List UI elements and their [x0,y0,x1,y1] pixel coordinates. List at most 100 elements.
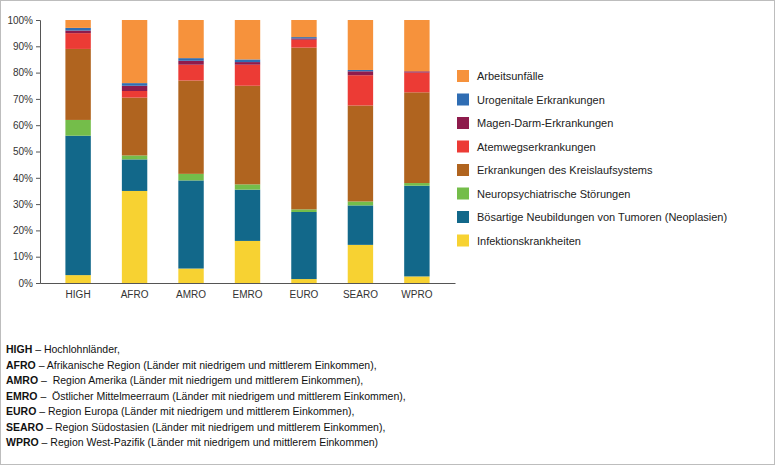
tick-mark [36,125,40,126]
bar [348,105,373,201]
note-abbr: EURO [6,405,36,417]
tick-mark [36,283,40,284]
tick: 40% [13,173,40,184]
tick-label: 80% [13,67,33,78]
note-abbr: EMRO [6,390,38,402]
tick-label: 40% [13,173,33,184]
tick-mark [36,178,40,179]
tick-mark [36,230,40,231]
bar [235,190,260,241]
bar [348,205,373,244]
bar [65,28,90,31]
bar [404,183,429,186]
series [65,28,373,86]
tick: AFRO [121,283,149,300]
note-abbr: HIGH [6,343,32,355]
legend-swatch [457,164,469,176]
bar [291,38,316,39]
legend-label: Urogenitale Erkrankungen [477,94,605,106]
legend-label: Infektionskrankheiten [477,235,581,247]
bar [291,37,316,38]
tick: 10% [13,251,40,262]
bar [404,20,429,71]
tick: HIGH [66,283,91,300]
note-abbr: SEARO [6,421,43,433]
note-text: – Region Südostasien (Länder mit niedrig… [43,421,385,433]
note: HIGH – Hochlohnländer, [6,343,120,355]
bar [348,20,373,70]
legend-swatch [457,211,469,223]
bar [122,155,147,159]
legend-label: Erkrankungen des Kreislaufsystems [477,164,653,176]
bar [404,186,429,277]
tick: 50% [13,146,40,157]
legend-swatch [457,141,469,153]
note: AFRO – Afrikanische Region (Länder mit n… [6,359,377,371]
tick: 20% [13,225,40,236]
legend-label: Magen-Darm-Erkrankungen [477,117,613,129]
x-axis: HIGHAFROAMROEMROEUROSEAROWPRO [41,283,456,300]
bar [122,98,147,156]
legend-label: Arbeitsunfälle [477,70,544,82]
bar [291,279,316,283]
bar [65,136,90,275]
bar [122,191,147,283]
bar [122,159,147,191]
tick: 70% [13,94,40,105]
note-text: – Region West-Pazifik (Länder mit niedri… [39,436,378,448]
note-text: – Afrikanische Region (Länder mit niedri… [36,359,377,371]
tick-label: SEARO [343,289,378,300]
bar [178,174,203,181]
note: WPRO – Region West-Pazifik (Länder mit n… [6,436,378,448]
tick-mark [36,204,40,205]
bar [65,31,90,34]
bar [348,70,373,71]
bar [122,86,147,91]
bar [178,58,203,61]
tick: EMRO [233,283,263,300]
bar [178,65,203,81]
tick: 100% [7,15,40,26]
tick-mark [36,20,40,21]
tick: 80% [13,67,40,78]
axis-line [41,283,456,284]
legend-swatch [457,117,469,129]
bar [122,91,147,98]
series [65,20,429,83]
tick-label: WPRO [401,289,432,300]
note: EURO – Region Europa (Länder mit niedrig… [6,405,354,417]
note-abbr: AFRO [6,359,36,371]
bar [291,40,316,48]
bar [122,20,147,83]
tick-label: AFRO [121,289,149,300]
bar [235,62,260,65]
note: EMRO – Östlicher Mittelmeerraum (Länder … [6,390,406,402]
bar [291,209,316,212]
tick-mark [36,152,40,153]
bar [404,276,429,283]
tick: 30% [13,199,40,210]
tick: EURO [290,283,319,300]
legend-swatch [457,70,469,82]
note: AMRO – Region Amerika (Länder mit niedri… [6,374,363,386]
bar [65,49,90,120]
bar [404,73,429,93]
note-text: – Hochlohnländer, [32,343,120,355]
tick-mark [36,73,40,74]
note-abbr: WPRO [6,436,39,448]
bar [291,212,316,279]
bar [235,65,260,86]
bar [65,275,90,283]
tick-label: 60% [13,120,33,131]
tick-label: 50% [13,146,33,157]
tick: 90% [13,41,40,52]
bar [178,20,203,58]
bar [348,71,373,75]
legend-swatch [457,94,469,106]
legend: InfektionskrankheitenBösartige Neubildun… [457,70,727,247]
tick-mark [36,257,40,258]
bar [235,241,260,283]
tick-label: EURO [290,289,319,300]
bars [65,20,429,283]
tick-label: 10% [13,251,33,262]
